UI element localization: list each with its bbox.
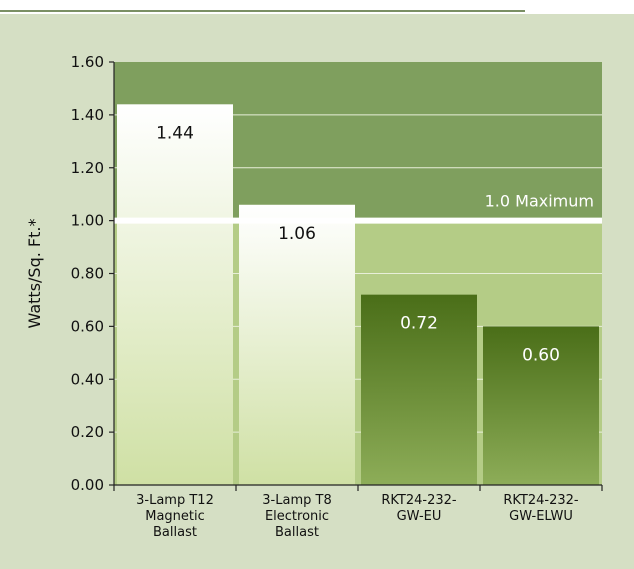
data-label-1: 1.06 (278, 224, 316, 244)
category-label-0: 3-Lamp T12 Magnetic Ballast (136, 493, 214, 540)
y-tick-label-7: 1.40 (71, 106, 104, 124)
bar-2 (361, 294, 477, 485)
category-label-3: RKT24-232-GW-ELWU (503, 493, 579, 524)
axes (109, 61, 603, 491)
data-label-2: 0.72 (400, 314, 438, 334)
y-tick-label-8: 1.60 (71, 53, 104, 71)
y-axis-title: Watts/Sq. Ft.* (25, 219, 44, 329)
y-tick-label-5: 1.00 (71, 212, 104, 230)
threshold-marker: 1.0 Maximum (114, 192, 602, 224)
y-tick-label-4: 0.80 (71, 265, 104, 283)
y-tick-label-2: 0.40 (71, 370, 104, 388)
category-label-2: RKT24-232-GW-EU (381, 493, 457, 524)
bar-3 (483, 326, 599, 485)
data-label-0: 1.44 (156, 123, 194, 143)
threshold-label: 1.0 Maximum (485, 192, 594, 211)
y-tick-label-1: 0.20 (71, 423, 104, 441)
bar-1 (239, 204, 355, 485)
y-tick-label-3: 0.60 (71, 317, 104, 335)
y-tick-label-0: 0.00 (71, 476, 104, 494)
data-label-3: 0.60 (522, 345, 560, 365)
category-label-1: 3-Lamp T8 Electronic Ballast (262, 493, 331, 540)
y-tick-label-6: 1.20 (71, 159, 104, 177)
labels: 1.44 1.06 0.72 0.60 0.00 0.20 0.40 0.60 0.80 1.00… (25, 53, 579, 540)
bar-0 (117, 104, 233, 486)
threshold-line (114, 217, 602, 224)
top-rule (0, 10, 525, 12)
bars (117, 104, 599, 486)
